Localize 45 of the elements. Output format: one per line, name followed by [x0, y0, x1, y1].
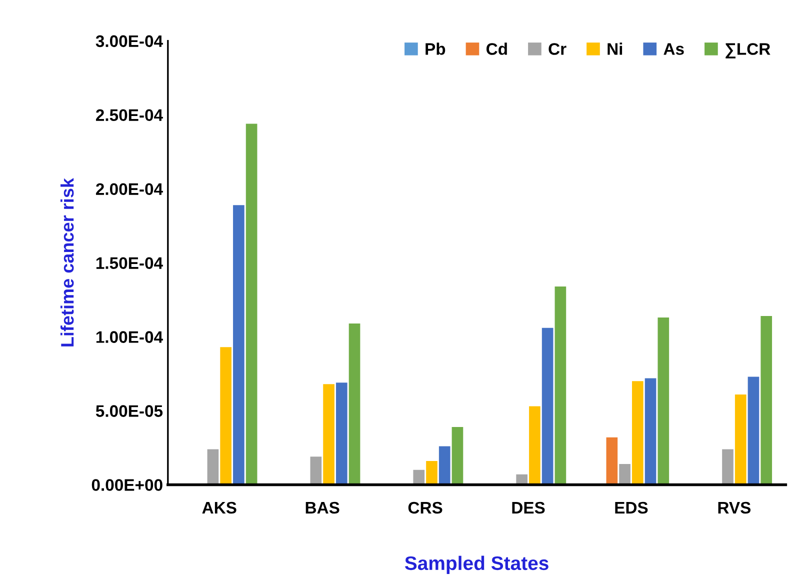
legend-label: As — [664, 43, 684, 55]
x-tick-label: CRS — [408, 502, 442, 514]
bar — [207, 449, 219, 485]
bar — [644, 378, 656, 485]
x-axis-title: Sampled States — [404, 556, 548, 574]
y-tick-label: 1.00E-04 — [96, 331, 163, 343]
bar — [438, 446, 450, 485]
x-tick-label: RVS — [718, 502, 751, 514]
bar — [632, 381, 644, 485]
bar — [554, 286, 566, 485]
bar — [323, 384, 334, 485]
x-tick-label: AKS — [202, 502, 236, 514]
y-tick-label: 2.00E-04 — [96, 183, 163, 196]
y-tick-label: 3.00E-04 — [96, 35, 163, 48]
bar — [220, 347, 232, 485]
legend-label: ∑LCR — [726, 43, 770, 58]
bar — [246, 124, 258, 485]
bar — [542, 328, 554, 485]
bar — [233, 205, 244, 485]
bar — [310, 456, 322, 485]
bar — [452, 427, 464, 485]
y-tick-label: 5.00E-05 — [96, 405, 163, 417]
x-tick-label: EDS — [615, 502, 648, 514]
bar — [426, 461, 438, 485]
legend-label: Ni — [608, 42, 622, 55]
bar — [348, 323, 360, 485]
y-tick-label: 1.50E-04 — [96, 257, 163, 270]
bar — [606, 437, 618, 485]
x-tick-label: DES — [512, 502, 545, 514]
legend-label: Cr — [548, 43, 566, 55]
bar — [760, 316, 772, 485]
y-tick-label: 2.50E-04 — [96, 109, 163, 122]
bar — [413, 470, 425, 485]
bar — [529, 406, 540, 485]
y-axis-title: Lifetime cancer risk — [60, 178, 74, 346]
bar — [734, 394, 746, 485]
bar — [722, 449, 734, 485]
legend-label: Cd — [486, 42, 507, 55]
y-tick-label: 0.00E+00 — [92, 479, 162, 491]
bar — [336, 382, 348, 485]
legend-label: Pb — [426, 42, 446, 55]
bar — [658, 318, 670, 485]
bar — [748, 376, 760, 485]
x-tick-label: BAS — [306, 502, 340, 514]
bar — [619, 464, 630, 485]
